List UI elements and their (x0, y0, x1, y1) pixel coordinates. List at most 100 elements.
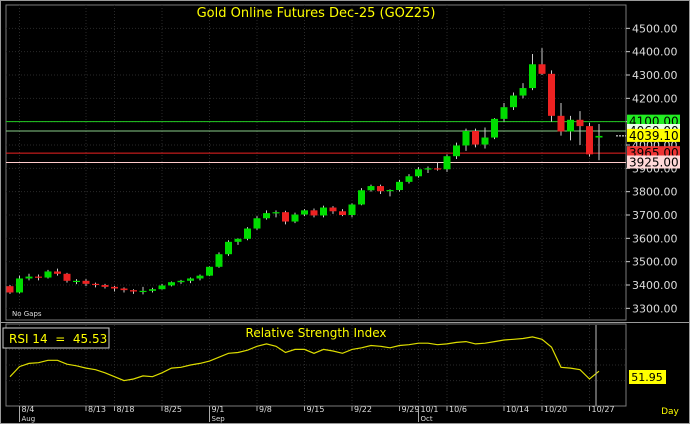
candle-body (16, 278, 23, 293)
price-tick-label: 4300.00 (632, 69, 678, 82)
date-tick-label: 8/25 (164, 405, 182, 414)
candle-body (538, 64, 546, 74)
candle-body (595, 135, 603, 138)
date-tick-label: 9/8 (259, 405, 272, 414)
candle-body (339, 211, 346, 215)
price-panel[interactable]: Gold Online Futures Dec-25 (GOZ25) No Ga… (5, 4, 627, 321)
date-tick-label: 9/22 (354, 405, 372, 414)
candle-body (405, 176, 413, 182)
candle-body (282, 212, 289, 222)
candle-body (44, 271, 52, 278)
date-tick-label: 8/4 (22, 405, 35, 414)
candle-body (225, 241, 232, 255)
date-tick-label: 8/13 (88, 405, 106, 414)
candle-body (215, 254, 223, 267)
rsi-last-value-label: 51.95 (631, 371, 663, 384)
candle-body (396, 181, 403, 191)
candle-body (310, 210, 318, 216)
rsi-panel[interactable]: Relative Strength Index RSI 14 = 45.53 (2, 323, 627, 407)
candle-body (434, 168, 441, 170)
price-tick-label: 4400.00 (632, 46, 678, 59)
candle-body (291, 214, 299, 222)
candle-body (567, 119, 574, 132)
date-axis: 8/4 8/13 8/18 8/25 9/1 9/8 9/15 9/22 9/29 10/1 10/… (6, 405, 626, 423)
price-tick-label: 3700.00 (632, 209, 678, 222)
date-tick-label: 10/20 (544, 405, 567, 414)
candle-body (472, 131, 479, 145)
candle-body (63, 273, 71, 281)
rsi-title: Relative Strength Index (246, 326, 387, 340)
candle-body (149, 289, 156, 291)
candle-body (73, 280, 80, 282)
level-label: 3925.00 (629, 156, 679, 170)
rsi-line (9, 336, 600, 382)
candle-body (453, 145, 460, 157)
candle-body (25, 276, 33, 279)
candle-body (500, 107, 508, 119)
candle-body (586, 126, 593, 155)
rsi-last-value: 51.95 (629, 370, 666, 384)
candle-body (301, 210, 308, 215)
candle-body (424, 168, 432, 170)
candle-body (358, 190, 365, 205)
candle-body (529, 64, 536, 89)
month-label: Aug (22, 415, 36, 423)
date-tick-label: 9/15 (307, 405, 325, 414)
candle-body (386, 190, 394, 192)
date-tick-label: 10/6 (449, 405, 467, 414)
candle-body (82, 280, 90, 284)
price-tick-label: 3400.00 (632, 279, 678, 292)
candle-body (272, 212, 280, 214)
candle-body (101, 285, 109, 287)
rsi-value-label: RSI 14 = 45.53 (9, 332, 107, 346)
candle-body (234, 238, 242, 242)
date-tick-label: 10/27 (592, 405, 615, 414)
candle-body (130, 290, 137, 292)
date-tick-label: 10/14 (506, 405, 529, 414)
price-tick-label: 4200.00 (632, 92, 678, 105)
candlestick-series (6, 48, 603, 295)
rsi-value-box (2, 327, 110, 349)
candle-body (111, 286, 118, 289)
month-label: Sep (212, 415, 226, 423)
level-label: 4039.10 (629, 129, 679, 143)
price-grid (6, 5, 626, 320)
price-tick-label: 4500.00 (632, 22, 678, 35)
candle-body (6, 286, 14, 293)
level-label-box (627, 128, 680, 142)
candle-body (158, 285, 166, 290)
candle-body (139, 290, 147, 293)
candle-body (263, 213, 270, 219)
price-tick-label: 3600.00 (632, 232, 678, 245)
price-tick-label: 3800.00 (632, 186, 678, 199)
candle-body (54, 271, 61, 274)
candle-body (320, 207, 327, 216)
date-tick-label: 9/29 (402, 405, 420, 414)
candle-body (196, 275, 204, 279)
candle-body (92, 283, 99, 286)
candle-body (557, 115, 565, 132)
no-gaps-note: No Gaps (12, 310, 42, 318)
candle-body (462, 131, 470, 146)
candle-body (491, 118, 498, 138)
candle-body (168, 282, 175, 286)
candle-body (35, 276, 42, 278)
horizontal-levels (6, 121, 626, 163)
month-label: Oct (421, 415, 433, 423)
candle-body (120, 288, 128, 291)
candle-body (510, 95, 517, 108)
price-tick-label: 3300.00 (632, 302, 678, 315)
rsi-grid (6, 325, 626, 405)
candle-body (576, 119, 584, 127)
date-tick-label: 10/1 (421, 405, 439, 414)
candle-body (206, 266, 213, 276)
candle-body (244, 228, 251, 239)
candle-body (253, 218, 261, 229)
candle-body (348, 204, 356, 215)
candle-body (443, 156, 451, 170)
candle-body (548, 73, 555, 116)
chart-title: Gold Online Futures Dec-25 (GOZ25) (197, 6, 436, 21)
candle-body (415, 169, 422, 177)
